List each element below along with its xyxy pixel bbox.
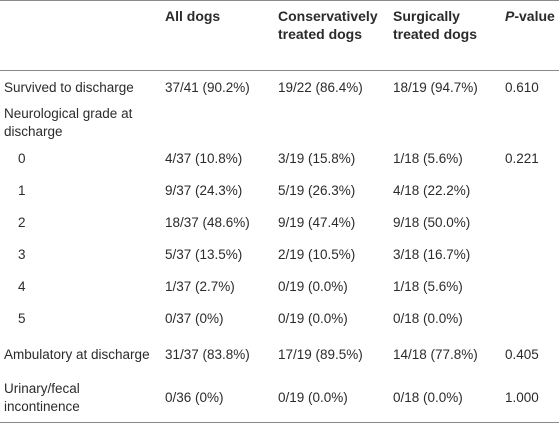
cell-surgical — [385, 103, 497, 143]
cell-surgical: 4/18 (22.2%) — [393, 182, 471, 198]
row-label: Ambulatory at discharge — [4, 346, 150, 362]
table-header-row: All dogs Conservatively treated dogs Sur… — [0, 0, 559, 71]
cell-p-value — [497, 207, 559, 239]
cell-all-dogs: 31/37 (83.8%) — [165, 346, 250, 362]
cell-surgical: 0/18 (0.0%) — [385, 374, 497, 423]
cell-conservative: 0/19 (0.0%) — [278, 278, 348, 294]
cell-p-value: 0.405 — [505, 346, 539, 362]
row-label: 0 — [18, 150, 26, 166]
cell-p-value: 0.221 — [505, 150, 539, 166]
table-row: 2 18/37 (48.6%) 9/19 (47.4%) 9/18 (50.0%… — [0, 207, 559, 239]
cell-all-dogs: 5/37 (13.5%) — [165, 246, 243, 262]
cell-surgical: 18/19 (94.7%) — [393, 79, 478, 95]
header-p-value: P-value — [497, 0, 559, 71]
table-row: Survived to discharge 37/41 (90.2%) 19/2… — [0, 71, 559, 103]
row-label: Urinary/fecal incontinence — [0, 374, 157, 423]
cell-conservative: 0/19 (0.0%) — [270, 374, 385, 423]
cell-surgical: 1/18 (5.6%) — [393, 278, 463, 294]
cell-conservative: 3/19 (15.8%) — [278, 150, 356, 166]
cell-conservative: 9/19 (47.4%) — [278, 214, 356, 230]
cell-surgical: 14/18 (77.8%) — [393, 346, 478, 362]
row-label: Neurological grade at discharge — [4, 105, 133, 139]
row-label: 4 — [18, 278, 26, 294]
row-label: 1 — [18, 182, 26, 198]
cell-conservative: 17/19 (89.5%) — [278, 346, 363, 362]
cell-p-value: 0.610 — [505, 79, 539, 95]
row-label: 5 — [18, 310, 26, 326]
cell-p-value — [497, 175, 559, 207]
cell-surgical: 1/18 (5.6%) — [393, 150, 463, 166]
cell-all-dogs: 0/37 (0%) — [165, 310, 224, 326]
cell-all-dogs: 18/37 (48.6%) — [165, 214, 250, 230]
cell-p-value — [497, 239, 559, 271]
table-row: 3 5/37 (13.5%) 2/19 (10.5%) 3/18 (16.7%) — [0, 239, 559, 271]
row-label: 2 — [18, 214, 26, 230]
row-label: 3 — [18, 246, 26, 262]
cell-all-dogs: 9/37 (24.3%) — [165, 182, 243, 198]
cell-all-dogs: 1/37 (2.7%) — [165, 278, 235, 294]
cell-conservative: 5/19 (26.3%) — [278, 182, 356, 198]
cell-all-dogs: 4/37 (10.8%) — [165, 150, 243, 166]
cell-surgical: 0/18 (0.0%) — [393, 310, 463, 326]
header-conservatively-treated: Conservatively treated dogs — [270, 0, 385, 71]
row-label: Survived to discharge — [4, 79, 134, 95]
header-label-cell — [0, 0, 157, 71]
cell-p-value — [497, 103, 559, 143]
cell-conservative: 2/19 (10.5%) — [278, 246, 356, 262]
cell-all-dogs — [157, 103, 270, 143]
cell-p-value: 1.000 — [497, 374, 559, 423]
cell-conservative — [270, 103, 385, 143]
table-row: 1 9/37 (24.3%) 5/19 (26.3%) 4/18 (22.2%) — [0, 175, 559, 207]
cell-conservative: 0/19 (0.0%) — [278, 310, 348, 326]
table-row: 5 0/37 (0%) 0/19 (0.0%) 0/18 (0.0%) — [0, 303, 559, 335]
header-all-dogs: All dogs — [157, 0, 270, 71]
cell-p-value — [497, 303, 559, 335]
table-row: 0 4/37 (10.8%) 3/19 (15.8%) 1/18 (5.6%) … — [0, 143, 559, 175]
table-row: Urinary/fecal incontinence 0/36 (0%) 0/1… — [0, 374, 559, 423]
cell-p-value — [497, 271, 559, 303]
table-row: 4 1/37 (2.7%) 0/19 (0.0%) 1/18 (5.6%) — [0, 271, 559, 303]
table-row: Neurological grade at discharge — [0, 103, 559, 143]
header-surgically-treated: Surgically treated dogs — [385, 0, 497, 71]
cell-surgical: 9/18 (50.0%) — [393, 214, 471, 230]
header-p-suffix: -value — [514, 8, 555, 24]
table-row: Ambulatory at discharge 31/37 (83.8%) 17… — [0, 335, 559, 375]
cell-all-dogs: 0/36 (0%) — [157, 374, 270, 423]
cell-surgical: 3/18 (16.7%) — [393, 246, 471, 262]
cell-conservative: 19/22 (86.4%) — [278, 79, 363, 95]
cell-all-dogs: 37/41 (90.2%) — [165, 79, 250, 95]
header-p-letter: P — [505, 8, 515, 24]
